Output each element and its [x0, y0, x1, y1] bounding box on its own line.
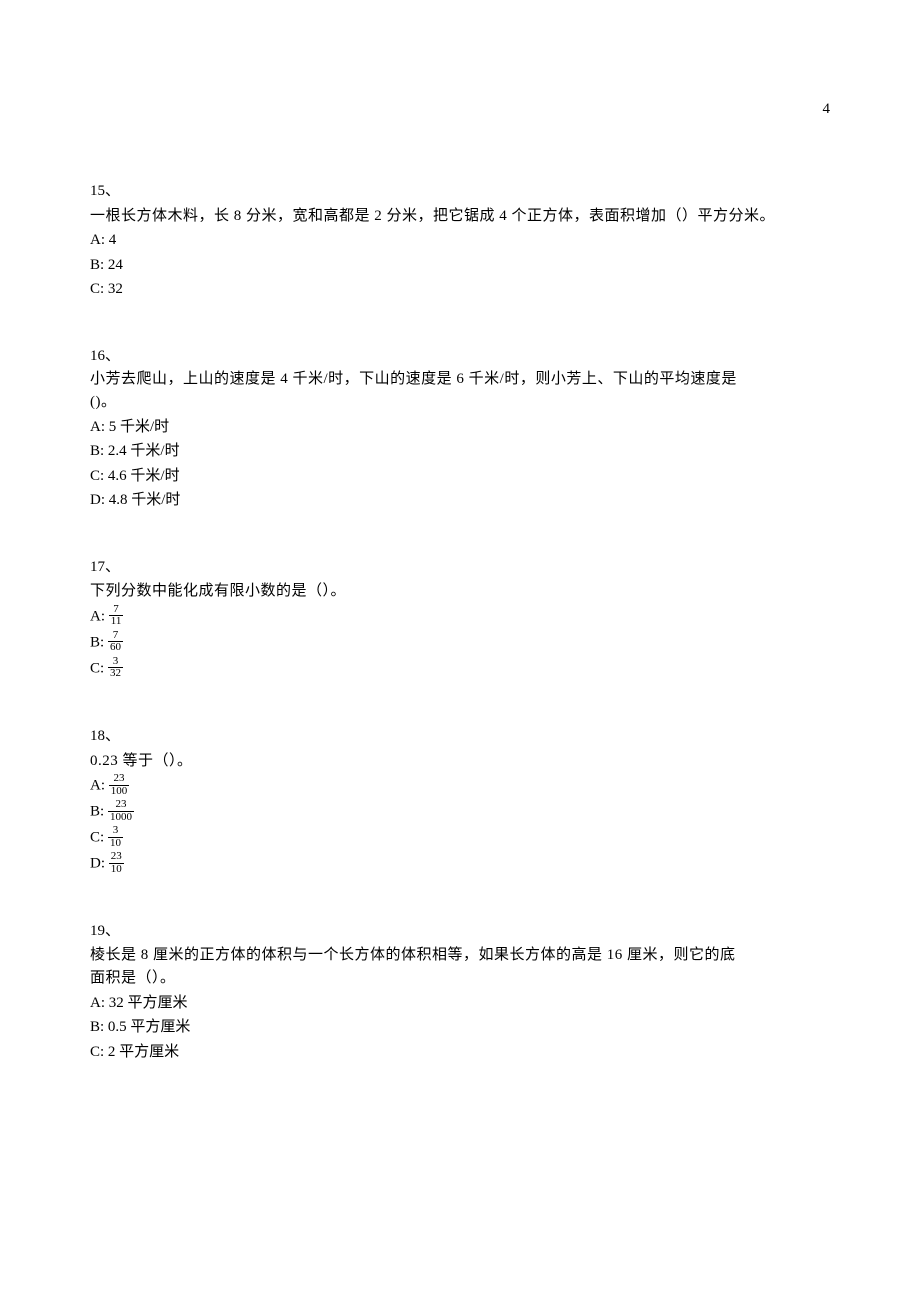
q16-text-line1: 小芳去爬山，上山的速度是 4 千米/时，下山的速度是 6 千米/时，则小芳上、下…	[90, 369, 830, 389]
q16-option-a: A: 5 千米/时	[90, 416, 830, 439]
frac-num: 7	[109, 604, 124, 616]
frac-den: 10	[109, 863, 124, 876]
q17-num: 17、	[90, 556, 830, 579]
q18-c-prefix: C:	[90, 830, 108, 846]
q18-a-prefix: A:	[90, 778, 109, 794]
frac-den: 11	[109, 615, 124, 628]
frac-num: 23	[109, 773, 130, 785]
question-18: 18、 0.23 等于（）。 A: 23100 B: 231000 C: 310…	[90, 725, 830, 876]
q18-option-d: D: 2310	[90, 852, 830, 876]
frac-den: 60	[108, 641, 123, 654]
question-15: 15、 一根长方体木料，长 8 分米，宽和高都是 2 分米，把它锯成 4 个正方…	[90, 180, 830, 301]
q18-b-frac: 231000	[108, 799, 134, 823]
page-number: 4	[823, 98, 831, 121]
frac-num: 3	[108, 825, 123, 837]
q19-text-line1: 棱长是 8 厘米的正方体的体积与一个长方体的体积相等，如果长方体的高是 16 厘…	[90, 945, 830, 965]
q17-c-frac: 332	[108, 656, 123, 680]
q17-text: 下列分数中能化成有限小数的是（）。	[90, 580, 830, 603]
q15-text: 一根长方体木料，长 8 分米，宽和高都是 2 分米，把它锯成 4 个正方体，表面…	[90, 205, 830, 228]
q17-option-c: C: 332	[90, 657, 830, 681]
q19-option-c: C: 2 平方厘米	[90, 1041, 830, 1064]
q19-option-a: A: 32 平方厘米	[90, 992, 830, 1015]
question-17: 17、 下列分数中能化成有限小数的是（）。 A: 711 B: 760 C: 3…	[90, 556, 830, 681]
q18-option-c: C: 310	[90, 826, 830, 850]
frac-num: 23	[108, 799, 134, 811]
q15-option-b: B: 24	[90, 254, 830, 277]
q18-option-b: B: 231000	[90, 800, 830, 824]
q18-c-frac: 310	[108, 825, 123, 849]
q18-text: 0.23 等于（）。	[90, 750, 830, 773]
q18-b-prefix: B:	[90, 804, 108, 820]
q19-text-line2: 面积是（）。	[90, 967, 830, 990]
q15-num: 15、	[90, 180, 830, 203]
q16-text-line2: ()。	[90, 391, 830, 414]
q18-option-a: A: 23100	[90, 774, 830, 798]
q15-option-a: A: 4	[90, 229, 830, 252]
frac-den: 32	[108, 667, 123, 680]
frac-den: 1000	[108, 811, 134, 824]
frac-den: 10	[108, 837, 123, 850]
q19-option-b: B: 0.5 平方厘米	[90, 1016, 830, 1039]
q16-option-c: C: 4.6 千米/时	[90, 465, 830, 488]
q18-d-frac: 2310	[109, 851, 124, 875]
q17-c-prefix: C:	[90, 660, 108, 676]
q18-a-frac: 23100	[109, 773, 130, 797]
q15-option-c: C: 32	[90, 278, 830, 301]
q17-b-prefix: B:	[90, 634, 108, 650]
q16-option-b: B: 2.4 千米/时	[90, 440, 830, 463]
q18-num: 18、	[90, 725, 830, 748]
q17-option-a: A: 711	[90, 605, 830, 629]
q19-num: 19、	[90, 920, 830, 943]
content: 15、 一根长方体木料，长 8 分米，宽和高都是 2 分米，把它锯成 4 个正方…	[90, 180, 830, 1063]
q17-option-b: B: 760	[90, 631, 830, 655]
q18-d-prefix: D:	[90, 856, 109, 872]
frac-den: 100	[109, 785, 130, 798]
q17-a-frac: 711	[109, 604, 124, 628]
q16-num: 16、	[90, 345, 830, 368]
frac-num: 7	[108, 630, 123, 642]
frac-num: 3	[108, 656, 123, 668]
question-16: 16、 小芳去爬山，上山的速度是 4 千米/时，下山的速度是 6 千米/时，则小…	[90, 345, 830, 512]
question-19: 19、 棱长是 8 厘米的正方体的体积与一个长方体的体积相等，如果长方体的高是 …	[90, 920, 830, 1063]
q17-b-frac: 760	[108, 630, 123, 654]
q17-a-prefix: A:	[90, 608, 109, 624]
q16-option-d: D: 4.8 千米/时	[90, 489, 830, 512]
frac-num: 23	[109, 851, 124, 863]
